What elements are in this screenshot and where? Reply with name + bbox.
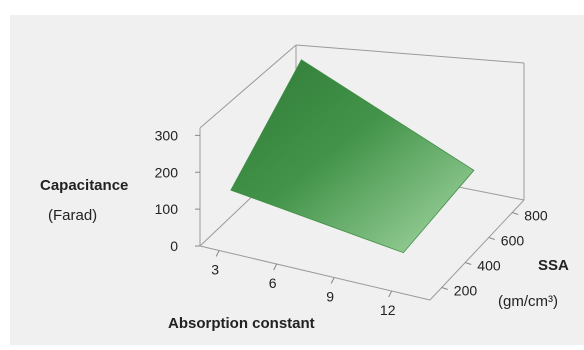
x-tick-label: 12 — [380, 302, 396, 318]
z-axis-title: Capacitance — [40, 177, 128, 194]
z-tick-label: 100 — [155, 201, 179, 217]
x-axis-title: Absorption constant — [168, 315, 315, 332]
y-tick-mark — [488, 237, 495, 240]
x-tick-mark — [388, 290, 393, 298]
y-tick-label: 200 — [454, 283, 478, 299]
response-surface — [230, 59, 475, 254]
z-tick-label: 0 — [170, 238, 178, 254]
y-axis-title: SSA — [538, 257, 569, 274]
x-tick-label: 3 — [211, 262, 219, 278]
y-tick-mark — [441, 287, 448, 290]
z-tick-label: 200 — [155, 164, 179, 180]
x-tick-label: 9 — [326, 289, 334, 305]
z-axis-unit: (Farad) — [48, 207, 97, 224]
x-tick-label: 6 — [269, 275, 277, 291]
z-tick-label: 300 — [155, 127, 179, 143]
y-tick-label: 400 — [477, 258, 501, 274]
y-axis-unit: (gm/cm³) — [498, 293, 558, 310]
x-tick-mark — [330, 277, 335, 284]
x-tick-mark — [215, 250, 220, 257]
y-tick-mark — [465, 262, 472, 265]
y-tick-label: 600 — [501, 233, 525, 249]
y-tick-label: 800 — [524, 208, 548, 224]
x-tick-mark — [273, 263, 278, 271]
y-tick-mark — [512, 212, 519, 215]
axis-box — [199, 44, 525, 301]
